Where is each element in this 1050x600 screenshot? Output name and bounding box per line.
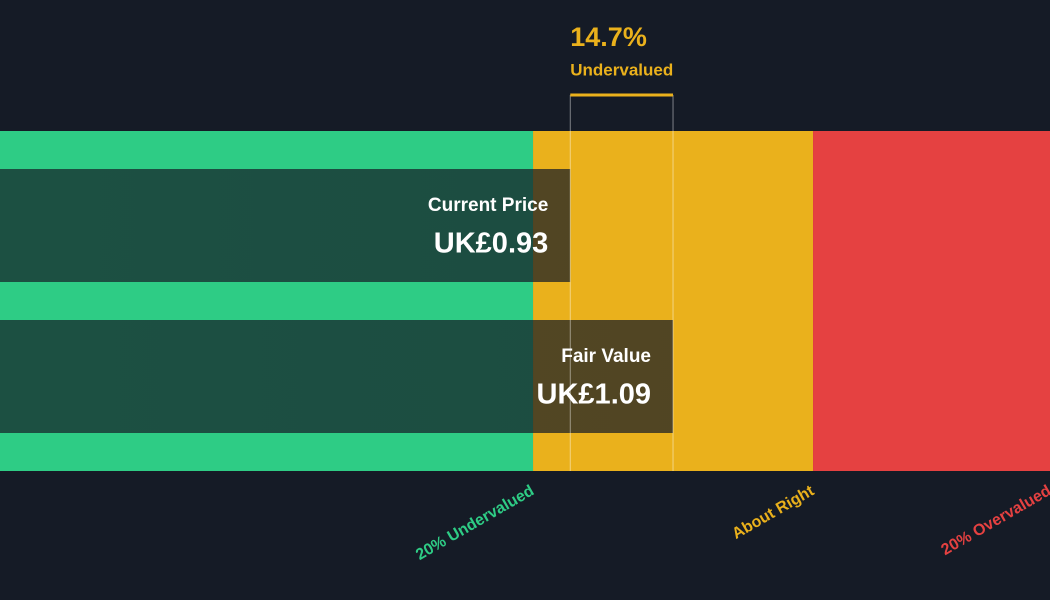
bar-name: Fair Value [561,346,651,367]
value-bar [0,320,674,433]
bar-name: Current Price [428,195,548,216]
bar-value: UK£1.09 [537,379,651,411]
discount-status: Undervalued [570,60,673,79]
discount-value: 14.7% [570,22,647,52]
bar-value: UK£0.93 [434,228,548,260]
zone [813,131,1050,471]
value-bar [0,169,571,282]
